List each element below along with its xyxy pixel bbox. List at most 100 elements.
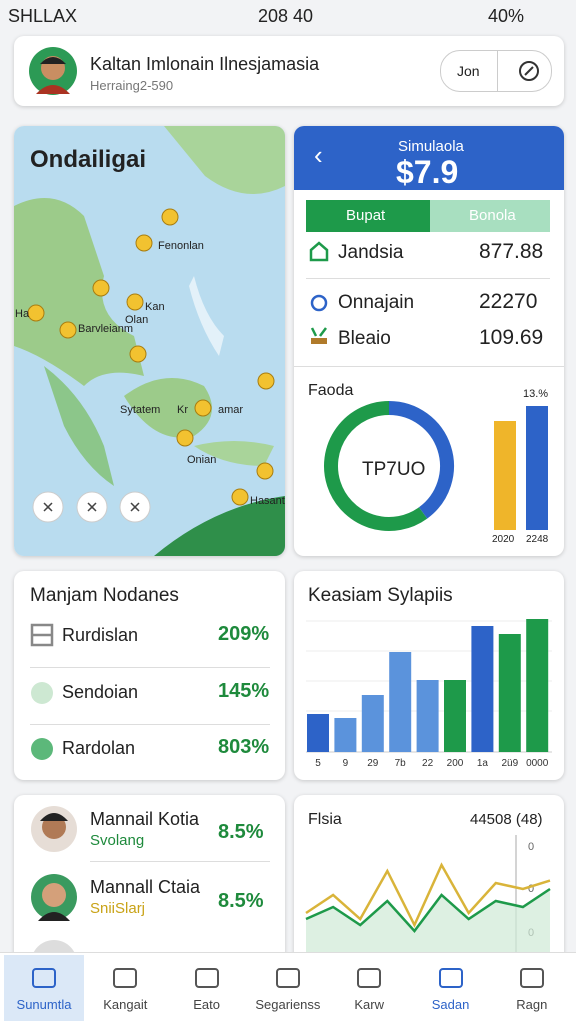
nav-glyph (32, 968, 56, 988)
map-pin (176, 429, 194, 447)
button-group[interactable]: Jon (440, 50, 552, 92)
nav-icon[interactable] (110, 963, 140, 993)
header-card: Kaltan Imlonain Ilnesjamasia Herraing2-5… (14, 36, 564, 106)
map-label: Olan (125, 314, 148, 326)
tab-label[interactable]: Bonola (469, 207, 516, 224)
bar (471, 626, 494, 752)
nav-icon[interactable] (273, 963, 303, 993)
map-pin (59, 321, 77, 339)
donut-center: TP7UO (362, 459, 426, 480)
tab[interactable] (430, 200, 550, 232)
nav-icon[interactable] (29, 963, 59, 993)
x-tick-label: 1a (477, 758, 489, 769)
donut-chart (324, 401, 548, 531)
card-title: Flsia (308, 811, 342, 828)
bar (361, 695, 384, 752)
map-label: Hasanth (250, 495, 285, 507)
avatars (31, 806, 77, 965)
compass-icon[interactable] (517, 59, 541, 83)
bar (416, 680, 439, 752)
nav-label[interactable]: Sunumtla (16, 997, 72, 1012)
nav-icon[interactable] (354, 963, 384, 993)
map-label: Barvleianm (78, 323, 133, 335)
nav-glyph (275, 968, 300, 988)
row-value: 145% (218, 680, 270, 702)
bar-card: Keasiam Sylapiis 5 9 29 7b 22 200 1a 2ü9 0000 (294, 571, 564, 780)
x-tick-label: 200 (447, 758, 464, 769)
card-title: Manjam Nodanes (30, 585, 179, 606)
x-tick-label: 2ü9 (501, 758, 518, 769)
nodes-card: Manjam Nodanes Rurdislan 209% Sendoian 1… (14, 571, 285, 780)
row-value: 22270 (479, 290, 538, 313)
map-label: Kr (177, 404, 188, 416)
map-card: Fenonlan Ha Kan Olan Barvleianm Sytatem Kr amar… (14, 126, 285, 556)
map-pin (27, 304, 45, 322)
y-label: 0 (528, 883, 535, 895)
nav-glyph (438, 968, 463, 988)
row-label: Rurdislan (62, 625, 139, 645)
nav-glyph (357, 968, 382, 988)
tab[interactable] (306, 200, 430, 232)
row-label: Onnajain (338, 292, 415, 313)
row-label: Rardolan (62, 738, 136, 758)
nav-label[interactable]: Eato (193, 997, 220, 1012)
x-tick-label: 0000 (526, 758, 549, 769)
map-pin (194, 399, 212, 417)
line (305, 862, 551, 928)
donut-segment (324, 401, 428, 531)
x-tick-label: 7b (395, 758, 407, 769)
bar (526, 619, 549, 752)
map-label: Fenonlan (158, 240, 204, 252)
nav-icon[interactable] (192, 963, 222, 993)
x-tick-label: 9 (343, 758, 349, 769)
nav-glyph (519, 968, 544, 988)
map-label: Kan (145, 301, 165, 313)
nav-label[interactable]: Segarienss (255, 997, 321, 1012)
row-label: Sendoian (62, 682, 139, 702)
clock: 208 40 (258, 6, 314, 26)
y-label: 0 (528, 841, 535, 853)
user-subtitle: Herraing2-590 (90, 78, 174, 93)
tab-label[interactable]: Bupat (346, 207, 386, 224)
card-title: Keasiam Sylapiis (308, 585, 453, 606)
nav-icon[interactable] (517, 963, 547, 993)
bar (389, 652, 412, 752)
bar (334, 718, 357, 752)
summary-card: ‹ Simulaola $7.9 Bupat Bonola Jandsia 87… (294, 126, 564, 556)
row-label: Jandsia (338, 242, 404, 263)
nav-label[interactable]: Sadan (431, 997, 470, 1012)
bar-label: 2020 (492, 534, 515, 545)
button-label[interactable]: Jon (457, 63, 480, 79)
person-role: SniiSlarj (90, 900, 146, 917)
nav-icon[interactable] (436, 963, 466, 993)
row-value: 109.69 (479, 326, 544, 349)
summary-header (294, 126, 564, 190)
map-label: amar (218, 404, 243, 416)
row-value: 209% (218, 623, 270, 645)
map-label: Onian (187, 454, 216, 466)
bar (494, 421, 516, 530)
map-pin (135, 234, 153, 252)
line (305, 887, 551, 933)
trend-value: 44508 (48) (470, 811, 543, 828)
battery: 40% (488, 6, 525, 26)
row-value: 803% (218, 736, 270, 758)
summary-title: Simulaola (398, 138, 464, 155)
x-tick-label: 29 (367, 758, 379, 769)
nav-label[interactable]: Karw (354, 997, 384, 1012)
map-title: Ondailigai (30, 146, 147, 173)
bar-label: 2248 (526, 534, 549, 545)
x-tick-label: 5 (315, 758, 321, 769)
bar (498, 634, 521, 752)
nav-label[interactable]: Kangait (103, 997, 148, 1012)
map-label: Ha (15, 308, 30, 320)
row-label: Bleaio (338, 328, 391, 349)
map-pin (257, 372, 275, 390)
summary-amount: $7.9 (396, 154, 459, 190)
person-value: 8.5% (218, 821, 264, 843)
map-pin (129, 345, 147, 363)
nav-label[interactable]: Ragn (516, 997, 548, 1012)
row-icons (309, 241, 329, 344)
x-tick-label: 22 (422, 758, 434, 769)
